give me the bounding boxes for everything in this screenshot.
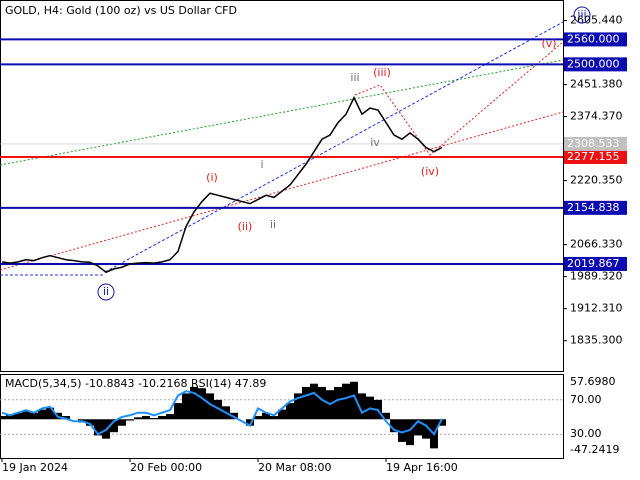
macd-bar xyxy=(46,407,54,420)
macd-bar xyxy=(22,411,30,420)
macd-bar xyxy=(150,417,158,420)
indicator-title: MACD(5,34,5) -10.8843 -10.2168 RSI(14) 4… xyxy=(5,377,266,390)
macd-bar xyxy=(414,419,422,436)
y-tick-label: 2451.380 xyxy=(570,78,623,91)
wave-label: iii xyxy=(350,71,359,84)
macd-bar xyxy=(422,419,430,439)
macd-bar xyxy=(398,419,406,442)
wave-label: i xyxy=(260,158,263,171)
y2-tick-label: 30.00 xyxy=(570,427,602,440)
y2-tick-label: 70.00 xyxy=(570,393,602,406)
price-series xyxy=(1,95,443,274)
macd-bar xyxy=(14,412,22,420)
y-tick-label: 1835.300 xyxy=(570,334,623,347)
wave-label: (ii) xyxy=(238,220,253,233)
macd-bar xyxy=(270,416,278,420)
wave-circle xyxy=(573,6,591,24)
macd-bar xyxy=(254,416,262,420)
macd-bar xyxy=(182,393,190,420)
level-label: 2154.838 xyxy=(567,201,620,214)
macd-bar xyxy=(246,419,254,426)
macd-bar xyxy=(294,393,302,420)
level-label: 2019.867 xyxy=(567,257,620,270)
level-tag xyxy=(564,57,627,72)
wave-label: (v) xyxy=(541,37,556,50)
macd-bar xyxy=(214,399,222,420)
macd-bar xyxy=(190,386,198,420)
macd-bar xyxy=(406,419,414,446)
macd-bar xyxy=(358,393,366,420)
macd-bar xyxy=(110,419,118,433)
level-tag xyxy=(564,32,627,47)
wave-label: (iv) xyxy=(421,165,439,178)
x-tick-label: 19 Apr 16:00 xyxy=(386,461,458,474)
level-label: 2277.155 xyxy=(567,150,620,163)
trend-line xyxy=(0,59,564,166)
macd-bar xyxy=(390,419,398,433)
macd-bar xyxy=(278,409,286,420)
chart-title: GOLD, H4: Gold (100 oz) vs US Dollar CFD xyxy=(5,4,237,17)
macd-bar xyxy=(174,403,182,420)
macd-bar xyxy=(438,419,446,426)
wave-label: iv xyxy=(370,136,380,149)
macd-bar xyxy=(198,388,206,420)
trend-line xyxy=(104,21,564,273)
macd-bar xyxy=(342,383,350,420)
wave-label: ii xyxy=(103,285,109,298)
macd-bar xyxy=(302,386,310,420)
y-tick-label: -47.2419 xyxy=(570,443,619,456)
level-label: 2500.000 xyxy=(567,57,620,70)
y-tick-label: 2374.370 xyxy=(570,110,623,123)
macd-bar xyxy=(86,419,94,426)
macd-bar xyxy=(6,414,14,420)
macd-bar xyxy=(62,416,70,420)
macd-bar xyxy=(158,416,166,420)
y-tick-label: 2066.330 xyxy=(570,238,623,251)
wave-label: iii xyxy=(577,8,586,21)
macd-bar xyxy=(126,419,134,421)
x-tick-label: 20 Feb 00:00 xyxy=(130,461,202,474)
macd-bar xyxy=(310,383,318,420)
macd-bar xyxy=(142,416,150,420)
macd-bar xyxy=(382,412,390,420)
x-tick-label: 20 Mar 08:00 xyxy=(258,461,331,474)
macd-bar xyxy=(0,416,6,420)
macd-bar xyxy=(286,403,294,420)
level-tag xyxy=(564,200,627,215)
macd-bar xyxy=(118,419,126,426)
macd-bar xyxy=(206,393,214,420)
price-label: 2308.533 xyxy=(567,137,620,150)
x-tick-label: 19 Jan 2024 xyxy=(2,461,68,474)
price-tag xyxy=(564,136,627,151)
macd-bar xyxy=(166,414,174,420)
y-tick-label: 57.6980 xyxy=(570,375,616,388)
macd-bar xyxy=(350,381,358,420)
main-frame xyxy=(0,0,564,372)
macd-bar xyxy=(94,419,102,436)
macd-bar xyxy=(134,417,142,420)
macd-bar xyxy=(334,386,342,420)
macd-bar xyxy=(318,386,326,420)
wave-label: ii xyxy=(270,218,276,231)
wave-label: (iii) xyxy=(373,66,391,79)
rsi-line xyxy=(1,390,443,436)
level-tag xyxy=(564,150,627,165)
wave-path xyxy=(354,41,564,156)
level-label: 2560.000 xyxy=(567,32,620,45)
y-tick-label: 1989.320 xyxy=(570,270,623,283)
macd-bar xyxy=(38,409,46,420)
macd-bar xyxy=(262,412,270,420)
y-tick-label: 1912.310 xyxy=(570,302,623,315)
wave-circle xyxy=(97,283,115,301)
y-tick-label: 2220.350 xyxy=(570,174,623,187)
wave-label: (i) xyxy=(206,171,218,184)
macd-bar xyxy=(30,412,38,420)
level-tag xyxy=(564,256,627,271)
